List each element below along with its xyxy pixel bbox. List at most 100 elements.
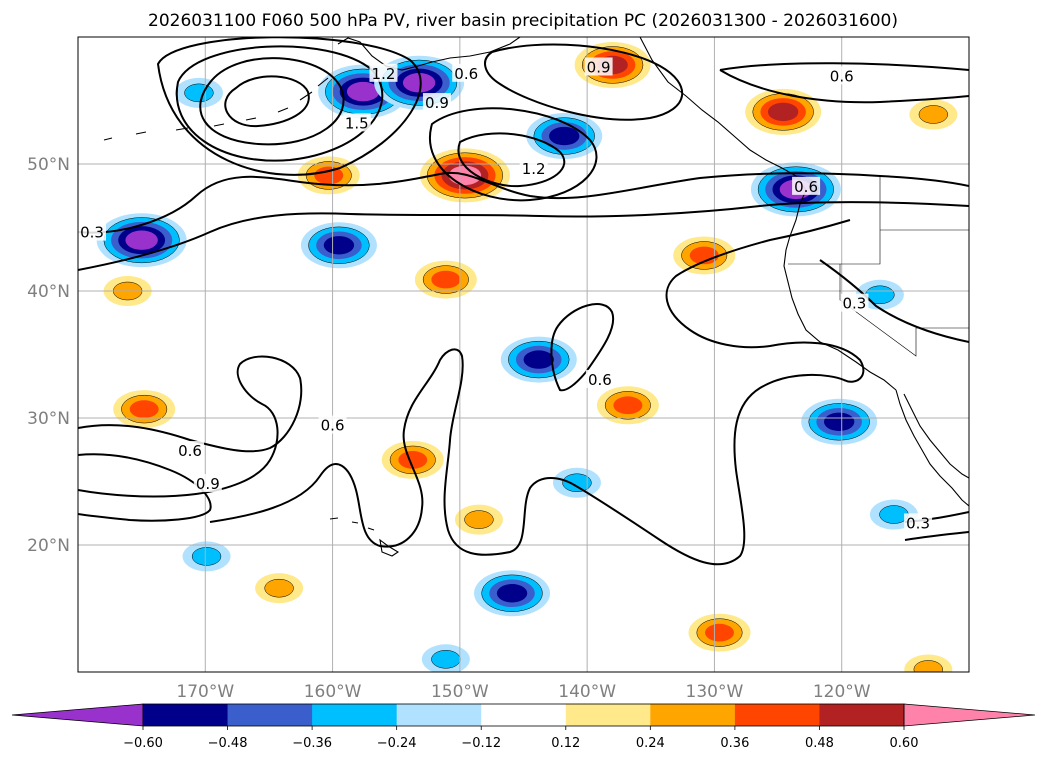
lon-tick-label: 120°W [813,682,871,702]
colorbar-frame [142,703,905,727]
coastline-baja [895,389,969,507]
colorbar-segment [481,704,567,726]
precip-anomaly-12-level-2 [689,246,719,265]
pv-contour-label: 1.2 [522,160,546,178]
pv-contour-label: 0.6 [454,65,478,83]
latitude-ticks: 20°N 30°N 40°N 50°N [27,155,70,556]
colorbar-tick-label: −0.12 [461,736,501,751]
lon-tick-label: 160°W [304,682,362,702]
precip-anomaly-19 [381,440,444,479]
precip-anomaly-5-level-3 [767,102,799,122]
precip-anomaly-6-level-2 [314,166,344,185]
pv-contour-0.9-southwest [78,453,212,522]
pv-contour-0.9-north [484,43,684,121]
pv-contour-label: 0.3 [906,514,930,532]
precip-anomaly-24 [182,541,231,572]
precip-anomaly-27-level-2 [705,623,734,642]
precip-anomaly-19-level-2 [398,451,428,469]
coastline-alaska [337,37,521,71]
pv-contour-label: 0.6 [178,442,202,460]
precip-anomaly-23 [454,504,503,535]
pv-contour-label: 0.6 [794,178,818,196]
map-frame [77,36,970,673]
precip-anomaly-20-level-3 [823,412,855,432]
colorbar-segment [227,704,313,726]
precip-anomaly-26-level-3 [496,584,528,603]
pv-contour-label-bg [584,57,613,76]
pv-contour-label-bg [519,159,548,178]
coastlines [103,37,969,557]
precip-anomaly-9-level-1 [918,105,949,124]
lat-tick-label: 30°N [27,409,70,429]
pv-contour-0.3-coast [819,259,969,343]
lon-tick-label: 150°W [431,682,489,702]
map-layers: 1.2 1.5 0.9 0.6 0.9 0.6 1.2 0.6 0.3 0.3 0.6 0.6 0.6 0… [78,37,969,672]
pv-contour-label-bg [904,513,933,532]
lat-tick-label: 50°N [27,155,70,175]
pv-contour-label: 0.3 [843,295,867,313]
longitude-ticks: 170°W 160°W 150°W 140°W 130°W 120°W [176,682,870,702]
lon-tick-label: 170°W [176,682,234,702]
precip-anomaly-17 [596,386,659,425]
coastline-alaska-panhandle [639,37,807,191]
precip-anomaly-18-level-2 [129,400,159,418]
precip-anomaly-18 [113,390,176,429]
pv-contour-label-bg [452,63,481,82]
precip-anomaly-28-level-1 [431,650,461,669]
colorbar-tick-label: 0.36 [720,736,749,751]
pv-contour-1.5 [224,75,310,128]
precip-anomaly-13-level-2 [431,270,461,289]
colorbar-extend-high [903,703,1036,727]
precip-anomaly-17-level-2 [613,396,643,415]
colorbar-tick-label: −0.24 [377,736,417,751]
precip-anomaly-24-level-1 [191,547,222,566]
pv-contour-label: 1.5 [345,114,369,132]
pv-contour-label: 0.9 [196,475,220,493]
precip-anomaly-10-level-4 [125,230,158,250]
precip-anomaly-16 [500,336,577,383]
pv-contour-label-bg [585,369,614,388]
precip-anomaly-0 [174,77,223,108]
pv-contour-0.9-west [175,45,384,162]
precip-anomaly-2-level-4 [402,73,436,93]
precip-anomaly-10 [96,213,187,268]
precip-anomaly-5 [745,88,822,135]
precip-anomaly-28 [421,644,470,672]
pv-contour-label: 0.9 [587,58,611,76]
precip-anomaly-22-level-1 [879,505,909,524]
pv-contours [78,37,969,566]
pv-contour-0.6-jet [78,171,969,234]
colorbar-tick-label: 0.12 [551,736,580,751]
pv-contour-label-bg [78,222,107,241]
colorbar-segment [312,704,398,726]
colorbar-extend-low [11,703,144,727]
precip-anomaly-11 [300,222,377,269]
pv-contour-label: 0.6 [588,371,612,389]
state-borders [788,176,969,357]
colorbar-tick-label: −0.48 [208,736,248,751]
pv-contour-label: 0.6 [321,417,345,435]
precip-anomaly-25-level-1 [264,578,294,598]
precip-anomaly-1-level-4 [346,81,380,102]
colorbar-tick-label: −0.36 [292,736,332,751]
colorbar-segment [565,704,651,726]
pv-contour-label-bg [827,66,856,85]
colorbar-segment [734,704,820,726]
precip-anomaly-11-level-3 [323,236,355,255]
lat-tick-label: 20°N [27,536,70,556]
precip-anomaly-0-level-1 [184,83,214,103]
precip-anomaly-23-level-1 [464,510,494,529]
colorbar-segment [819,704,905,726]
colorbar-tick-label: 0.24 [636,736,665,751]
pv-contour-0.9-mid [429,107,598,202]
precip-anomaly-3 [526,113,603,160]
precip-anomaly-25 [255,573,304,604]
pv-contour-label: 1.2 [372,65,396,83]
pv-contour-1.2-mid [457,132,566,188]
precip-anomaly-16-level-3 [523,350,554,369]
coastline-aleutians [103,77,329,141]
colorbar: −0.60 −0.48 −0.36 −0.24 −0.12 0.12 0.24 0.36 0.4… [11,703,1036,751]
lon-tick-label: 140°W [558,682,616,702]
lon-tick-label: 130°W [686,682,744,702]
